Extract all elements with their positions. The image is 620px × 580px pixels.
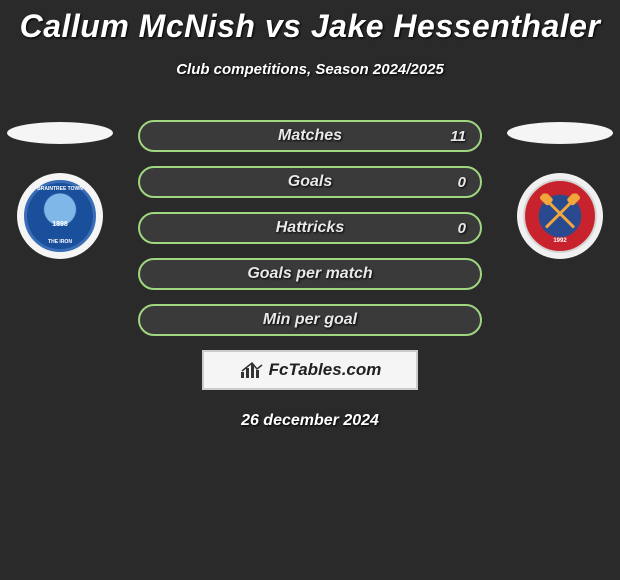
comparison-panel: BRAINTREE TOWN 1898 THE IRON 1992 Ma: [0, 120, 620, 430]
page-title: Callum McNish vs Jake Hessenthaler: [0, 0, 620, 45]
braintree-town-crest: BRAINTREE TOWN 1898 THE IRON: [17, 173, 103, 259]
bar-chart-icon: [239, 360, 265, 380]
crest-left-top-text: BRAINTREE TOWN: [27, 186, 93, 192]
crest-left-year: 1898: [27, 221, 93, 228]
date-text: 26 december 2024: [0, 412, 620, 430]
stat-row-hattricks: Hattricks 0: [138, 212, 482, 244]
dagenham-redbridge-crest: 1992: [517, 173, 603, 259]
stat-row-min-per-goal: Min per goal: [138, 304, 482, 336]
hammers-icon: [540, 194, 580, 239]
page-subtitle: Club competitions, Season 2024/2025: [0, 61, 620, 78]
stat-value-right: 11: [450, 128, 466, 145]
stat-row-goals: Goals 0: [138, 166, 482, 198]
stat-row-matches: Matches 11: [138, 120, 482, 152]
brand-text: FcTables.com: [269, 360, 382, 380]
crest-left-bottom-text: THE IRON: [27, 239, 93, 245]
player-left-ellipse: [7, 122, 113, 144]
crest-right-year: 1992: [525, 238, 595, 244]
stat-row-goals-per-match: Goals per match: [138, 258, 482, 290]
stat-value-right: 0: [458, 174, 466, 191]
stat-label: Goals per match: [247, 265, 372, 283]
stat-label: Hattricks: [276, 219, 344, 237]
stat-label: Matches: [278, 127, 342, 145]
brand-watermark: FcTables.com: [202, 350, 418, 390]
stat-label: Goals: [288, 173, 332, 191]
stat-value-right: 0: [458, 220, 466, 237]
stat-label: Min per goal: [263, 311, 357, 329]
player-right-ellipse: [507, 122, 613, 144]
stats-list: Matches 11 Goals 0 Hattricks 0 Goals per…: [138, 120, 482, 336]
